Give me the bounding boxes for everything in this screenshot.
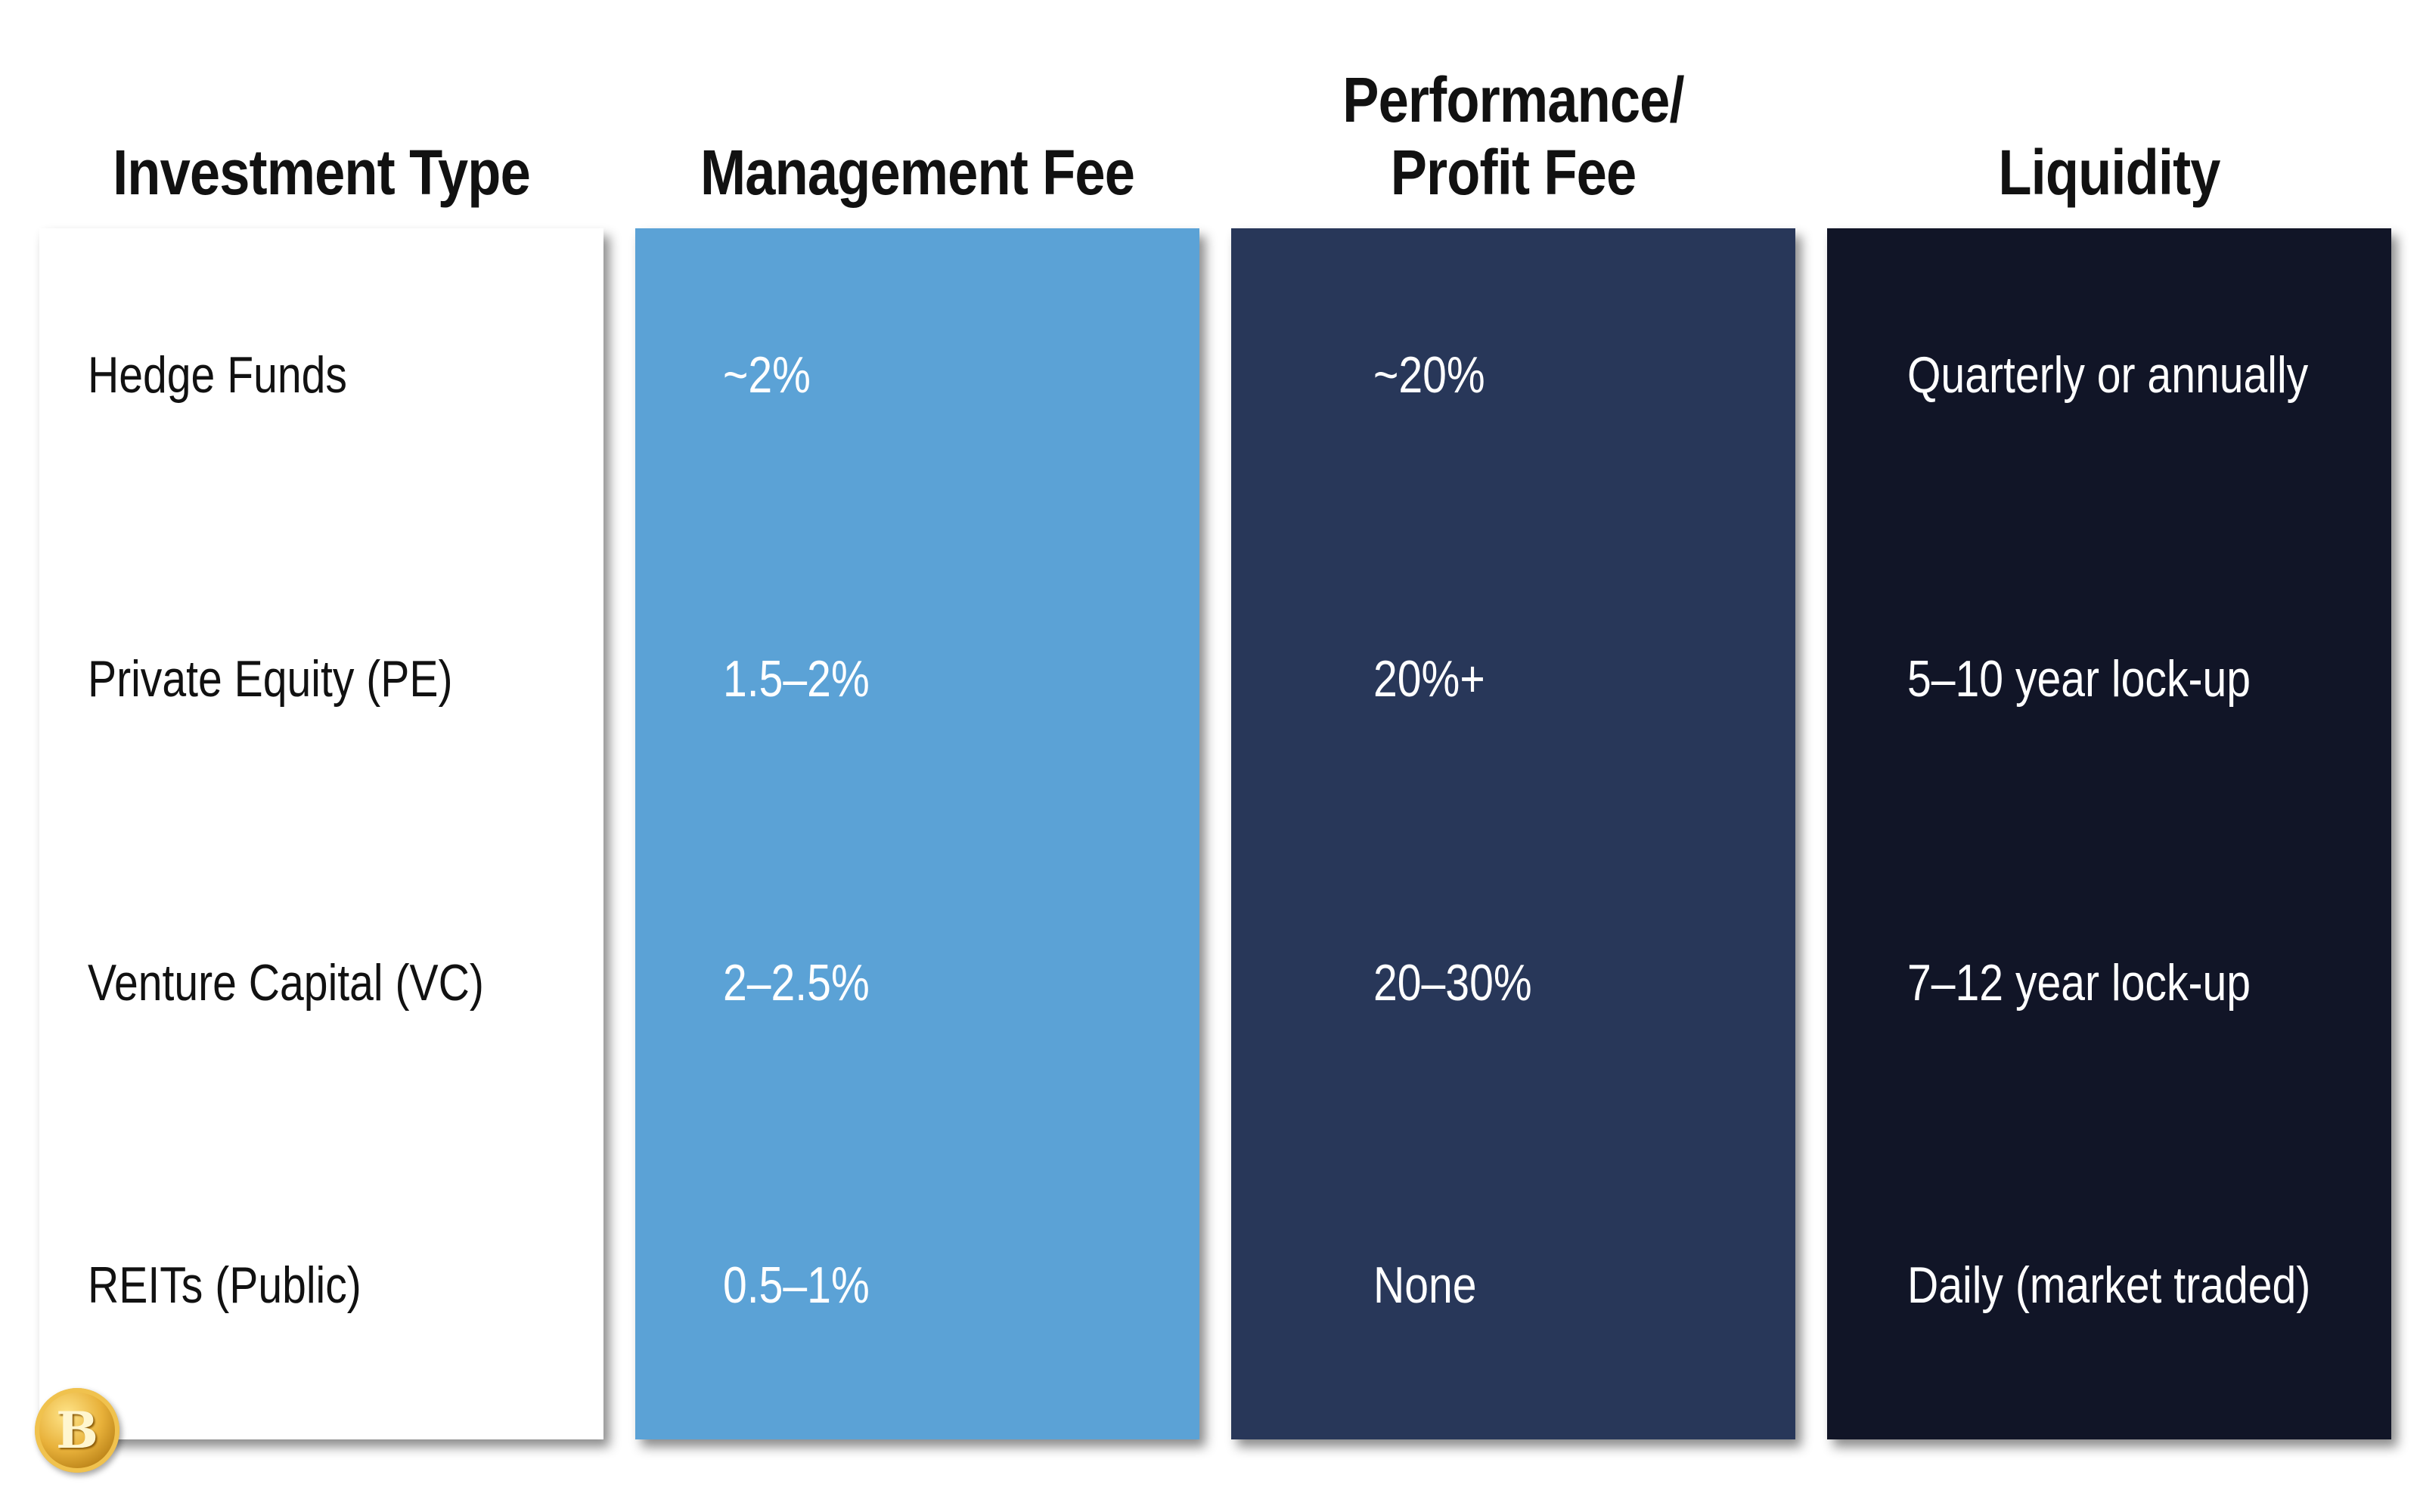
- table-cell-performance: ~20%: [1373, 346, 1485, 404]
- table-cell-management: 1.5–2%: [723, 650, 870, 708]
- table-cell-liquidity: 7–12 year lock-up: [1907, 954, 2251, 1012]
- header-liquidity: Liquidity: [1998, 137, 2220, 208]
- table-cell-liquidity: Daily (market traded): [1907, 1256, 2311, 1314]
- column-liquidity: Quarterly or annually 5–10 year lock-up …: [1827, 228, 2391, 1439]
- table-cell-management: 0.5–1%: [723, 1256, 870, 1314]
- header-performance-fee: Performance/ Profit Fee: [1342, 64, 1684, 208]
- table-cell-performance: None: [1373, 1256, 1477, 1314]
- table-cell-type: Private Equity (PE): [88, 650, 453, 708]
- table-cell-type: Venture Capital (VC): [88, 954, 484, 1012]
- column-investment-type: Hedge Funds Private Equity (PE) Venture …: [39, 228, 603, 1439]
- table-cell-liquidity: 5–10 year lock-up: [1907, 650, 2251, 708]
- table-cell-management: ~2%: [723, 346, 811, 404]
- table-cell-type: REITs (Public): [88, 1256, 361, 1314]
- table-cell-performance: 20–30%: [1373, 954, 1532, 1012]
- table-cell-performance: 20%+: [1373, 650, 1485, 708]
- table-cell-management: 2–2.5%: [723, 954, 870, 1012]
- column-performance-fee: ~20% 20%+ 20–30% None: [1231, 228, 1795, 1439]
- bitcoin-coin-icon: B: [35, 1388, 119, 1473]
- table-cell-type: Hedge Funds: [88, 346, 347, 404]
- bitcoin-glyph: B: [56, 1401, 98, 1460]
- column-management-fee: ~2% 1.5–2% 2–2.5% 0.5–1%: [635, 228, 1199, 1439]
- table-cell-liquidity: Quarterly or annually: [1907, 346, 2309, 404]
- header-investment-type: Investment Type: [113, 137, 531, 208]
- header-management-fee: Management Fee: [700, 137, 1135, 208]
